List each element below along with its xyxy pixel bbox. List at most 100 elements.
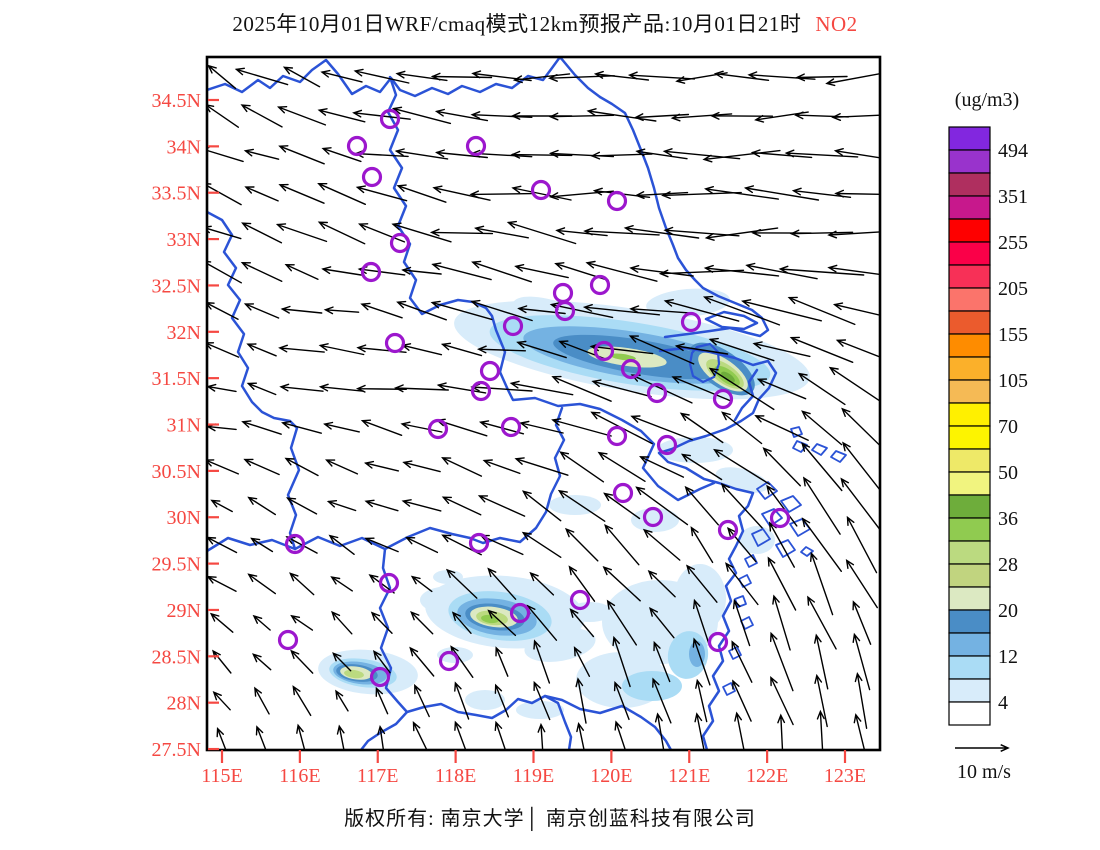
legend-swatch	[948, 517, 991, 542]
lon-axis-label: 115E	[201, 765, 242, 787]
wind-arrow	[396, 300, 447, 321]
wind-arrow	[816, 709, 825, 750]
station-marker	[427, 418, 449, 440]
wind-arrow	[317, 108, 366, 123]
wind-arrow	[323, 421, 360, 433]
legend-swatch	[948, 586, 991, 611]
wind-arrow	[207, 383, 237, 393]
wind-arrow	[564, 527, 599, 562]
concentration-contour	[721, 371, 735, 383]
wind-arrow	[209, 612, 234, 633]
wind-arrow	[207, 64, 237, 89]
wind-arrow	[400, 421, 443, 433]
wind-arrow	[207, 260, 242, 284]
wind-reference-label: 10 m/s	[957, 761, 1011, 783]
wind-arrow	[280, 305, 323, 314]
wind-arrow	[410, 610, 434, 635]
wind-arrow	[243, 303, 280, 319]
station-marker	[530, 179, 552, 201]
wind-arrow	[241, 420, 282, 435]
wind-arrow	[409, 646, 435, 677]
station-marker	[642, 506, 664, 528]
wind-arrow	[628, 335, 695, 365]
wind-arrow	[591, 379, 652, 398]
wind-arrow	[670, 113, 733, 122]
wind-arrow	[762, 447, 801, 487]
wind-arrow	[559, 451, 605, 483]
wind-arrow	[582, 304, 661, 316]
wind-arrow	[521, 531, 562, 558]
wind-arrow	[555, 227, 608, 237]
wind-arrow	[732, 679, 752, 722]
station-marker	[500, 416, 522, 438]
concentration-contour	[516, 701, 564, 719]
wind-arrow	[613, 680, 630, 721]
station-marker	[554, 300, 576, 322]
wind-arrow	[693, 598, 711, 647]
wind-arrow	[750, 149, 813, 159]
wind-arrow	[690, 526, 714, 564]
lat-axis-label: 34.5N	[152, 90, 201, 112]
legend-value-label: 4	[998, 692, 1008, 714]
wind-arrow	[630, 415, 693, 441]
wind-arrow	[514, 457, 569, 476]
legend-swatch	[948, 264, 991, 289]
lat-axis-label: 30.5N	[152, 461, 201, 483]
wind-arrow	[332, 652, 352, 672]
lon-axis-label: 119E	[513, 765, 554, 787]
wind-arrow	[801, 517, 842, 572]
lat-axis-label: 29N	[167, 600, 201, 622]
wind-arrow	[606, 599, 637, 646]
wind-arrow	[509, 380, 574, 396]
wind-arrow	[246, 382, 277, 396]
wind-arrow	[275, 223, 328, 243]
wind-arrow	[768, 521, 795, 568]
wind-arrow	[633, 113, 690, 122]
wind-arrow	[410, 575, 433, 593]
wind-arrow	[662, 148, 741, 160]
wind-arrow	[569, 608, 595, 638]
wind-arrow	[212, 690, 231, 711]
legend-value-label: 494	[998, 140, 1028, 162]
wind-arrow	[372, 650, 391, 674]
wind-arrow	[702, 295, 781, 326]
wind-arrow	[412, 721, 428, 750]
wind-arrow	[955, 744, 1010, 752]
wind-arrow	[743, 185, 820, 201]
wind-arrow	[402, 460, 441, 473]
wind-arrow	[814, 633, 829, 690]
wind-arrow	[278, 183, 325, 204]
wind-arrow	[431, 262, 492, 281]
legend-swatch	[948, 149, 991, 174]
wind-arrow	[557, 489, 606, 522]
wind-arrow	[250, 537, 274, 553]
wind-arrow	[674, 343, 729, 355]
province-boundary	[207, 526, 472, 553]
wind-arrow	[318, 343, 365, 356]
wind-arrow	[364, 499, 399, 512]
wind-arrow	[734, 711, 745, 750]
wind-field-layer	[207, 64, 880, 750]
concentration-contour	[674, 564, 726, 632]
wind-arrow	[510, 150, 573, 159]
island-outline	[775, 539, 796, 558]
wind-arrow	[547, 74, 615, 82]
concentration-contour	[646, 288, 730, 318]
wind-arrow	[732, 598, 751, 647]
copyright-text: 版权所有: 南京大学│ 南京创蓝科技有限公司	[344, 808, 756, 830]
legend: (ug/m3) 494 351 255 205 155 105 70 50 36 28 20 12 4	[948, 89, 1028, 726]
wind-arrow	[207, 104, 239, 128]
wind-arrow	[476, 345, 526, 354]
wind-arrow	[635, 486, 689, 526]
wind-arrow	[787, 296, 856, 326]
wind-arrow	[276, 106, 327, 126]
lat-axis-label: 31.5N	[152, 368, 201, 390]
wind-arrow	[695, 678, 708, 723]
wind-arrow	[317, 183, 366, 205]
wind-arrow	[318, 383, 365, 392]
wind-arrow	[247, 496, 276, 516]
wind-arrow	[679, 412, 724, 444]
wind-arrow	[603, 492, 641, 520]
